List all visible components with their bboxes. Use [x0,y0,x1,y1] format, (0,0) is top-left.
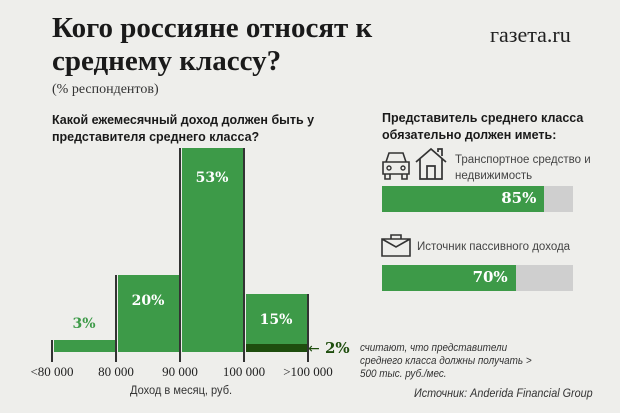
item-label-passive-income: Источник пассивного дохода [417,241,571,253]
source: Источник: Anderida Financial Group [414,386,593,400]
chart-title: Какой ежемесячный доход должен быть у пр… [52,113,315,144]
tick-label-1: 80 000 [98,364,134,379]
tick-3 [243,148,245,362]
assets-bar-fill [382,186,545,212]
bar-label-3: 15% [259,312,293,329]
briefcase-icon [381,234,411,257]
tick-label-2: 90 000 [162,364,198,379]
right-title: Представитель среднего класса обязательн… [382,111,584,142]
arrow-left-icon: ← [308,341,320,357]
bar-label-1: 20% [131,293,165,310]
tick-0 [51,340,53,362]
page-title: Кого россияне относят к среднему классу? [52,12,373,77]
assets-bar: 85% [382,186,573,212]
bar-label-0: 3% [72,316,96,333]
x-axis-label: Доход в месяц, руб. [130,383,233,397]
house-icon [415,147,447,180]
annotation-text: считают, что представители среднего клас… [360,342,532,380]
annotation-value: ← 2% [308,339,350,357]
passive-income-bar: 70% [382,265,573,291]
car-icon [382,152,410,180]
bar-3 [246,294,307,352]
assets-bar-value: 85% [501,189,537,207]
passive-income-bar-fill [382,265,516,291]
passive-income-bar-value: 70% [472,268,508,286]
tick-2 [179,148,181,362]
tick-4 [307,294,309,362]
bar-1 [118,275,179,352]
tick-1 [115,275,117,362]
tick-label-0: <80 000 [30,364,74,379]
bar-2 [182,148,243,352]
tick-label-3: 100 000 [222,364,266,379]
tick-label-4: >100 000 [283,364,333,379]
bar-label-2: 53% [195,170,229,186]
brand-logo: газета.ru [490,22,571,47]
annotation-percent: 2% [324,339,350,357]
bar-sub-500k [246,344,307,352]
subtitle: (% респондентов) [52,82,159,97]
item-label-assets: Транспортное средство и недвижимость [455,154,591,182]
bar-0 [54,340,115,352]
